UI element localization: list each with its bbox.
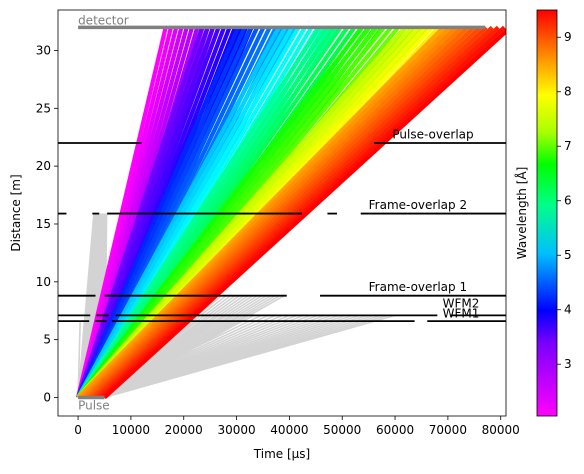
- source-and-detector: [78, 25, 485, 400]
- blocked-ray: [77, 321, 81, 398]
- colorbar-tick-label: 7: [564, 139, 572, 153]
- x-tick-label: 80000: [482, 423, 520, 437]
- colorbar-tick-label: 5: [564, 248, 572, 262]
- neutron-ray: [79, 26, 372, 399]
- y-tick-label: 15: [36, 217, 51, 231]
- y-tick-label: 5: [43, 333, 51, 347]
- x-tick-label: 30000: [217, 423, 255, 437]
- neutron-ray: [78, 26, 247, 399]
- neutron-ray: [76, 26, 281, 399]
- neutron-ray: [76, 25, 445, 399]
- colorbar-tick-label: 4: [564, 303, 572, 317]
- x-tick-label: 10000: [112, 423, 150, 437]
- y-tick-label: 0: [43, 390, 51, 404]
- colorbar-ticks: 3 4 5 6 7 8 9: [557, 30, 572, 371]
- chopper-label: Pulse-overlap: [392, 127, 473, 141]
- neutron-ray: [78, 26, 210, 399]
- choppers: [58, 142, 506, 323]
- x-tick-label: 50000: [323, 423, 361, 437]
- detector-label: detector: [78, 13, 129, 27]
- y-axis-ticks: 0 5 10 15 20 25 30: [36, 43, 58, 404]
- neutron-ray: [79, 26, 329, 399]
- neutron-ray: [76, 26, 168, 398]
- y-tick-label: 20: [36, 159, 51, 173]
- source-label: Pulse: [78, 398, 110, 412]
- blocked-ray: [104, 314, 396, 399]
- neutron-ray: [78, 25, 452, 399]
- y-tick-label: 10: [36, 275, 51, 289]
- colorbar-tick-label: 8: [564, 85, 572, 99]
- colorbar-tick-label: 6: [564, 194, 572, 208]
- chopper-label: Frame-overlap 1: [369, 280, 467, 294]
- x-tick-label: 0: [74, 423, 82, 437]
- y-tick-label: 25: [36, 101, 51, 115]
- neutron-ray: [76, 26, 205, 399]
- neutron-ray: [78, 26, 288, 399]
- colorbar-gradient: [536, 9, 558, 417]
- neutron-ray: [77, 26, 173, 398]
- neutron-rays: [76, 25, 506, 400]
- x-tick-label: 60000: [376, 423, 414, 437]
- colorbar-tick-label: 3: [564, 357, 572, 371]
- plot-frame: [57, 9, 507, 417]
- colorbar-tick-label: 9: [564, 30, 572, 44]
- neutron-ray: [76, 26, 364, 399]
- chopper-label: Frame-overlap 2: [369, 198, 467, 212]
- y-axis-label: Distance [m]: [9, 174, 23, 251]
- chopper-label: WFM1: [443, 307, 480, 321]
- x-tick-label: 70000: [429, 423, 467, 437]
- neutron-ray: [81, 25, 458, 399]
- neutron-ray: [76, 26, 322, 399]
- x-tick-label: 20000: [165, 423, 203, 437]
- x-axis-ticks: 0 10000 20000 30000 40000 50000 60000 70000 8000…: [74, 416, 520, 437]
- colorbar-label: Wavelength [Å]: [514, 167, 529, 260]
- x-tick-label: 40000: [270, 423, 308, 437]
- neutron-ray: [76, 26, 241, 399]
- colorbar: 3 4 5 6 7 8 9 Wavelength [Å]: [514, 9, 572, 417]
- y-tick-label: 30: [36, 43, 51, 57]
- neutron-ray: [103, 28, 506, 400]
- chopper-label: WFM2: [443, 296, 480, 310]
- neutron-ray: [83, 25, 464, 399]
- x-axis-label: Time [µs]: [253, 447, 310, 461]
- neutron-ray: [76, 25, 407, 399]
